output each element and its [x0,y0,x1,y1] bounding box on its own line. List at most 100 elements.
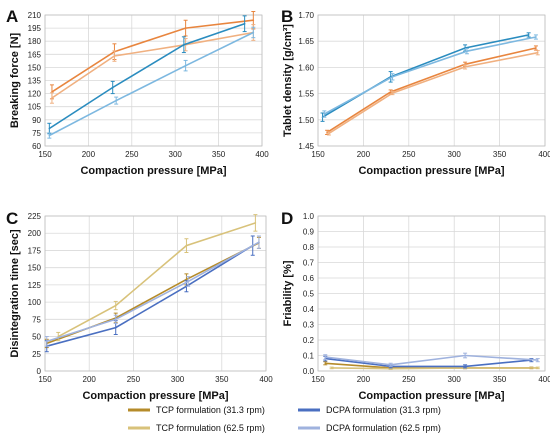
x-tick-label: 350 [212,150,226,159]
x-tick-label: 300 [448,375,462,384]
series-line [326,47,537,134]
plot-frame [44,215,267,372]
legend-label: TCP formulation (62.5 rpm) [156,423,265,433]
y-tick-label: 165 [28,50,42,59]
data-point [464,66,466,68]
series-line [325,354,538,366]
data-point [330,367,333,369]
x-tick-label: 400 [255,150,269,159]
x-tick-label: 300 [169,150,183,159]
data-point [111,86,114,89]
panel-letter: B [281,7,293,26]
data-point [389,364,392,366]
series-line [48,31,254,137]
data-point [185,244,188,247]
data-point [184,64,187,67]
data-point [187,280,190,283]
y-tick-label: 150 [28,264,42,273]
data-point [535,36,537,38]
y-tick-label: 50 [32,333,41,342]
series-line [51,19,254,93]
x-tick-label: 300 [448,150,462,159]
y-tick-label: 1.55 [298,90,314,99]
series-line [48,22,245,130]
x-tick-label: 250 [127,375,141,384]
y-tick-label: 75 [32,129,41,138]
y-tick-label: 1.65 [298,37,314,46]
y-tick-label: 0 [37,367,42,376]
y-axis-label: Friability [%] [282,260,294,326]
y-tick-label: 1.70 [298,11,314,20]
panel-letter: A [6,7,18,26]
plot-frame [44,14,263,147]
y-tick-label: 0.4 [303,305,315,314]
data-point [258,241,260,243]
y-tick-label: 0.6 [303,274,315,283]
series-line [328,51,538,135]
data-point [252,31,255,34]
data-point [391,76,394,78]
y-tick-label: 1.60 [298,63,314,72]
data-point [391,92,394,94]
y-tick-label: 105 [28,103,42,112]
x-tick-label: 250 [402,150,416,159]
x-tick-label: 200 [83,375,97,384]
series-2 [47,15,247,135]
series-3 [323,352,540,367]
x-tick-label: 150 [38,150,52,159]
y-tick-label: 200 [28,229,42,238]
y-axis-label: Breaking force [N] [9,32,21,128]
y-tick-label: 175 [28,246,42,255]
legend-label: DCPA formulation (31.3 rpm) [326,405,441,415]
x-tick-label: 350 [215,375,229,384]
x-tick-label: 200 [82,150,96,159]
data-point [184,27,187,29]
series-2 [44,235,255,353]
panel-D: D 0.0 0.1 0.2 0.3 0.4 0.5 0.6 0.7 0.8 0.9 1.0 150 200… [281,209,550,402]
x-tick-label: 250 [402,375,416,384]
y-tick-label: 0.9 [303,228,315,237]
y-tick-label: 1.45 [298,142,314,151]
y-tick-label: 0.3 [303,321,315,330]
panel-letter: C [6,209,18,228]
data-point [328,132,330,135]
x-tick-label: 150 [38,375,52,384]
y-axis-label: Disintegration time [sec] [9,229,21,358]
y-tick-label: 210 [28,11,42,20]
x-tick-label: 200 [357,150,371,159]
series-3 [322,34,538,118]
data-point [114,326,117,329]
y-tick-label: 150 [28,63,42,72]
data-point [45,340,48,343]
data-point [252,19,255,22]
y-tick-label: 180 [28,37,42,46]
x-tick-label: 300 [171,375,185,384]
x-tick-label: 400 [538,150,550,159]
x-axis-label: Compaction pressure [MPa] [80,165,226,177]
data-point [464,354,466,357]
y-tick-label: 0.5 [303,290,315,299]
x-tick-label: 150 [311,150,325,159]
data-point [183,43,185,46]
y-tick-label: 90 [32,116,41,125]
data-point [48,134,51,137]
legend: TCP formulation (31.3 rpm) DCPA formulati… [128,405,441,433]
series-line [46,242,260,345]
plot-frame [317,215,546,372]
x-axis-label: Compaction pressure [MPa] [82,390,228,402]
legend-label: TCP formulation (31.3 rpm) [156,405,265,415]
data-point [115,99,117,102]
data-point [324,362,327,365]
series-line [46,241,260,343]
data-point [324,356,327,358]
series-2 [320,32,531,122]
series-0 [49,11,256,100]
x-tick-label: 200 [357,375,371,384]
y-tick-label: 0.0 [303,367,315,376]
x-axis-label: Compaction pressure [MPa] [358,165,504,177]
panel-letter: D [281,209,293,228]
x-tick-label: 400 [259,375,273,384]
y-axis-label: Tablet density [g/cm³] [282,24,294,137]
series-1 [329,366,540,370]
